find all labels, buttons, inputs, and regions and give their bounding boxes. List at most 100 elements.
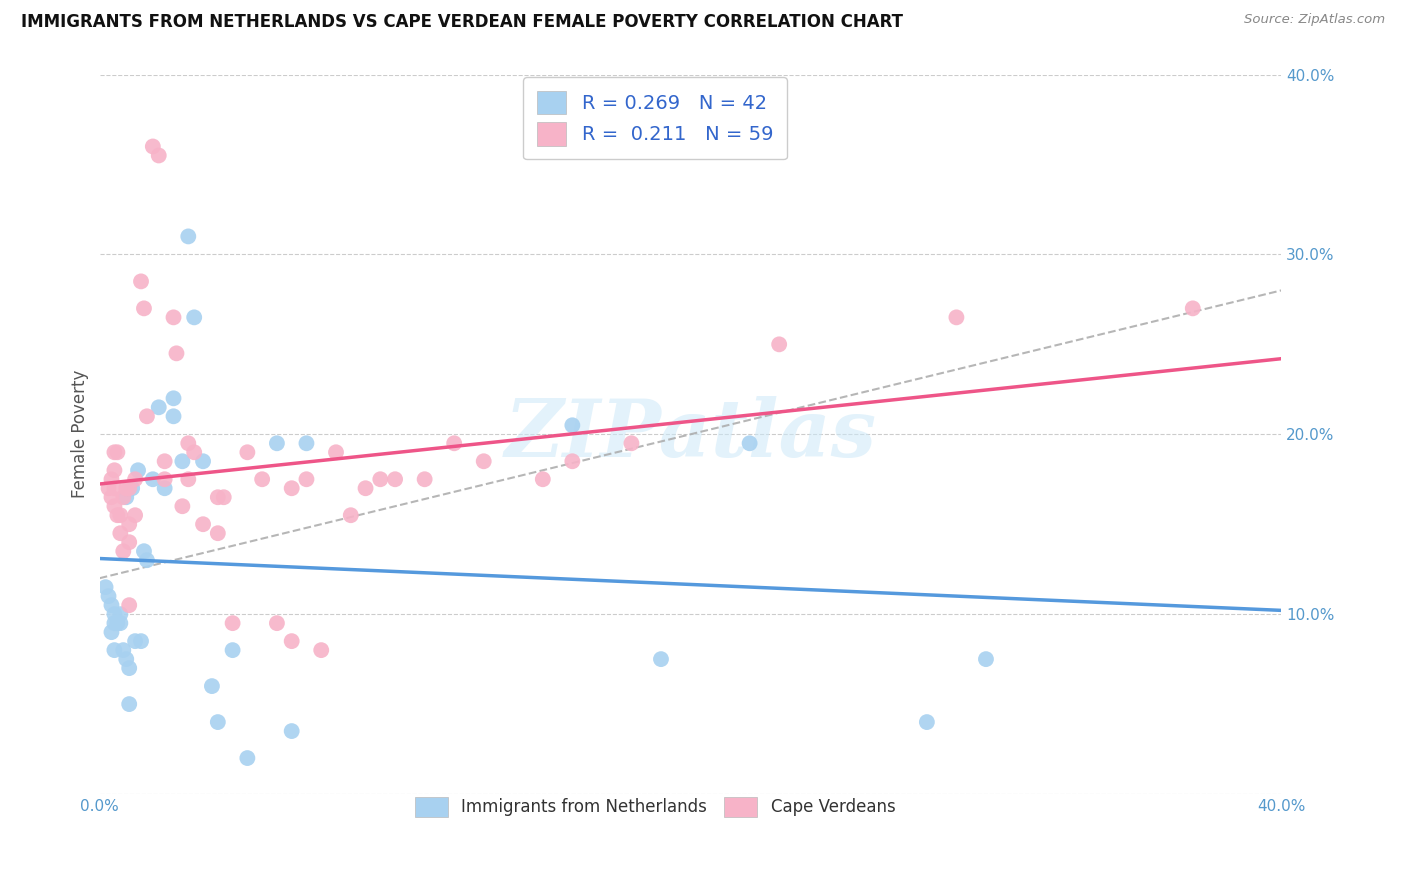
Point [212, 490, 235, 504]
Point [118, 598, 141, 612]
Point [115, 490, 138, 504]
Legend: Immigrants from Netherlands, Cape Verdeans: Immigrants from Netherlands, Cape Verdea… [406, 789, 904, 825]
Point [132, 301, 155, 316]
Point [221, 616, 243, 631]
Point [103, 481, 125, 495]
Point [974, 652, 997, 666]
Point [201, 679, 224, 693]
Point [413, 472, 436, 486]
Point [266, 616, 288, 631]
Point [148, 401, 170, 415]
Point [118, 697, 141, 711]
Point [172, 500, 194, 514]
Point [472, 454, 495, 468]
Point [118, 661, 141, 675]
Point [105, 616, 128, 631]
Point [177, 472, 200, 486]
Point [118, 481, 141, 495]
Point [142, 472, 165, 486]
Point [148, 148, 170, 162]
Point [354, 481, 377, 495]
Point [115, 481, 138, 495]
Point [915, 715, 938, 730]
Point [110, 616, 132, 631]
Point [118, 535, 141, 549]
Point [112, 490, 135, 504]
Point [339, 508, 361, 523]
Point [97, 481, 120, 495]
Point [325, 445, 347, 459]
Point [295, 472, 318, 486]
Point [103, 616, 125, 631]
Point [118, 517, 141, 532]
Point [531, 472, 554, 486]
Point [443, 436, 465, 450]
Point [103, 463, 125, 477]
Point [124, 634, 146, 648]
Point [280, 634, 302, 648]
Point [97, 589, 120, 603]
Point [129, 634, 152, 648]
Point [309, 643, 332, 657]
Point [103, 643, 125, 657]
Point [183, 310, 205, 325]
Point [110, 526, 132, 541]
Point [103, 500, 125, 514]
Point [132, 544, 155, 558]
Point [100, 625, 122, 640]
Point [124, 508, 146, 523]
Point [112, 643, 135, 657]
Point [368, 472, 391, 486]
Point [110, 508, 132, 523]
Point [135, 553, 157, 567]
Point [945, 310, 967, 325]
Point [384, 472, 406, 486]
Point [280, 724, 302, 739]
Point [236, 445, 259, 459]
Text: Source: ZipAtlas.com: Source: ZipAtlas.com [1244, 13, 1385, 27]
Point [266, 436, 288, 450]
Point [100, 472, 122, 486]
Point [105, 445, 128, 459]
Point [100, 598, 122, 612]
Point [105, 508, 128, 523]
Point [103, 607, 125, 622]
Point [561, 454, 583, 468]
Point [94, 580, 117, 594]
Point [207, 490, 229, 504]
Point [177, 229, 200, 244]
Point [561, 418, 583, 433]
Point [250, 472, 273, 486]
Point [127, 463, 149, 477]
Point [207, 715, 229, 730]
Y-axis label: Female Poverty: Female Poverty [72, 370, 89, 499]
Point [650, 652, 672, 666]
Point [124, 472, 146, 486]
Point [112, 544, 135, 558]
Point [768, 337, 790, 351]
Point [295, 436, 318, 450]
Point [172, 454, 194, 468]
Point [121, 481, 143, 495]
Point [100, 490, 122, 504]
Point [110, 607, 132, 622]
Point [1181, 301, 1204, 316]
Point [620, 436, 643, 450]
Point [236, 751, 259, 765]
Point [162, 409, 184, 424]
Point [135, 409, 157, 424]
Point [280, 481, 302, 495]
Point [153, 481, 176, 495]
Point [191, 517, 214, 532]
Point [221, 643, 243, 657]
Point [142, 139, 165, 153]
Point [129, 274, 152, 288]
Point [153, 454, 176, 468]
Point [115, 652, 138, 666]
Text: ZIPatlas: ZIPatlas [505, 395, 876, 473]
Point [183, 445, 205, 459]
Point [191, 454, 214, 468]
Point [153, 472, 176, 486]
Text: IMMIGRANTS FROM NETHERLANDS VS CAPE VERDEAN FEMALE POVERTY CORRELATION CHART: IMMIGRANTS FROM NETHERLANDS VS CAPE VERD… [21, 13, 903, 31]
Point [207, 526, 229, 541]
